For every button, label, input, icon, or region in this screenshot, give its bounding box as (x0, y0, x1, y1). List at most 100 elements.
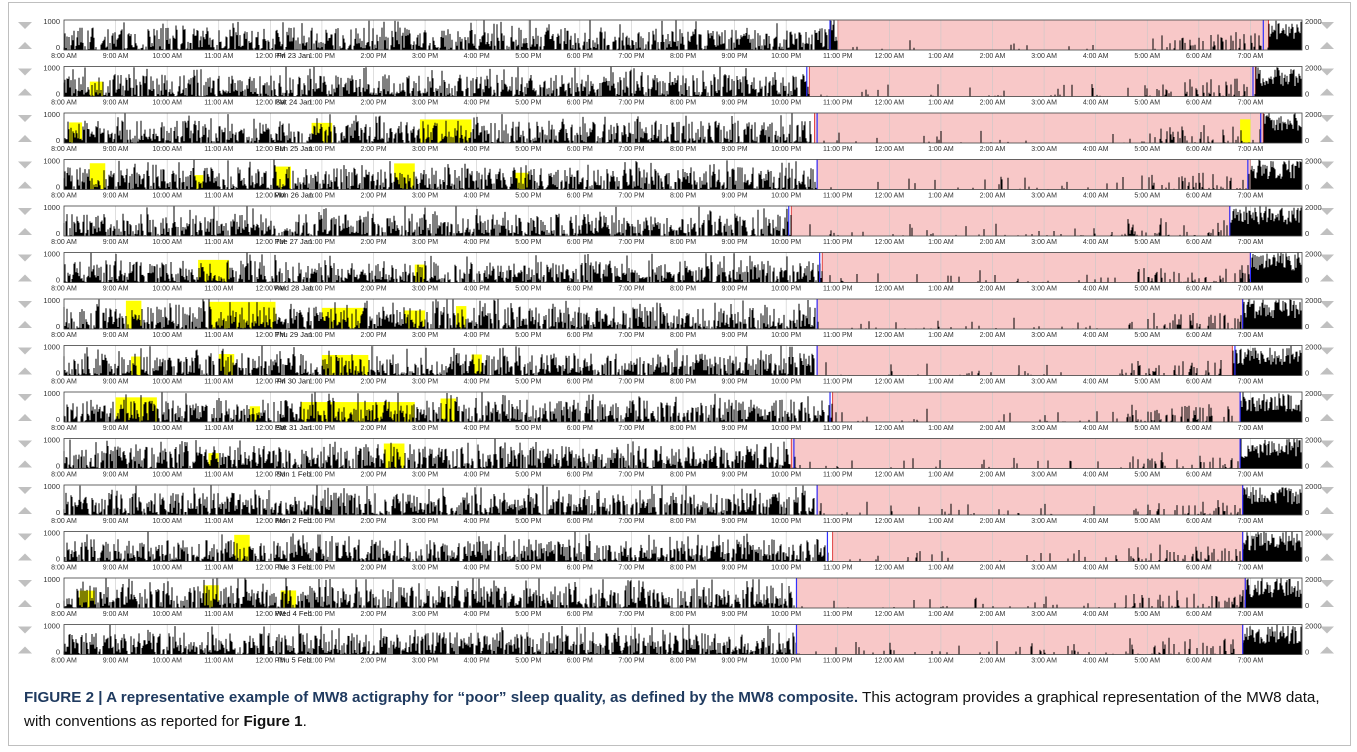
time-tick-label: 4:00 PM (464, 472, 490, 479)
time-tick-label: 9:00 AM (103, 193, 129, 200)
time-tick-label: 1:00 AM (928, 239, 954, 246)
time-tick-label: 11:00 AM (204, 100, 233, 107)
day-label: Mon 2 Feb (276, 516, 312, 525)
time-tick-label: 12:00 PM (255, 379, 285, 386)
time-tick-label: 6:00 PM (567, 100, 593, 107)
time-tick-label: 4:00 AM (1083, 286, 1109, 293)
time-tick-label: 12:00 PM (255, 100, 285, 107)
day-label: Mon 26 Jan (274, 191, 313, 200)
left-axis-tick-top: 1000 (43, 389, 60, 398)
right-axis-tick-bottom: 0 (1305, 369, 1309, 378)
left-axis-tick-top: 1000 (43, 343, 60, 352)
left-axis-tick-top: 1000 (43, 110, 60, 119)
day-label: Sat 31 Jan (276, 423, 312, 432)
time-tick-label: 3:00 AM (1031, 658, 1057, 665)
time-tick-label: 5:00 PM (515, 286, 541, 293)
time-tick-label: 1:00 PM (309, 472, 335, 479)
time-tick-label: 2:00 AM (980, 100, 1006, 107)
time-tick-label: 9:00 PM (722, 332, 748, 339)
day-label: Fri 30 Jan (277, 377, 310, 386)
time-tick-label: 5:00 AM (1134, 472, 1160, 479)
time-tick-label: 5:00 PM (515, 658, 541, 665)
scroll-up-arrow-right-icon (1320, 208, 1334, 215)
time-tick-label: 4:00 AM (1083, 379, 1109, 386)
time-tick-label: 5:00 PM (515, 611, 541, 618)
day-label: Tue 27 Jan (275, 237, 312, 246)
time-tick-label: 7:00 AM (1238, 379, 1264, 386)
time-tick-label: 1:00 PM (309, 332, 335, 339)
scroll-up-arrow-left-icon (18, 301, 32, 308)
time-tick-label: 8:00 PM (670, 193, 696, 200)
time-tick-label: 5:00 PM (515, 332, 541, 339)
time-tick-label: 10:00 AM (152, 332, 182, 339)
caption-figure-ref: Figure 1 (243, 713, 303, 730)
rest-interval-shade (796, 578, 1246, 608)
time-tick-label: 3:00 AM (1031, 425, 1057, 432)
time-tick-label: 3:00 AM (1031, 379, 1057, 386)
time-tick-label: 6:00 PM (567, 658, 593, 665)
time-tick-label: 8:00 AM (51, 518, 77, 525)
time-tick-label: 11:00 AM (204, 565, 233, 572)
scroll-up-arrow-left-icon (18, 487, 32, 494)
time-tick-label: 2:00 PM (360, 472, 386, 479)
scroll-down-arrow-right-icon (1320, 42, 1334, 49)
rest-interval-shade (791, 206, 1230, 236)
time-tick-label: 1:00 AM (928, 658, 954, 665)
right-axis-tick-bottom: 0 (1305, 555, 1309, 564)
time-tick-label: 8:00 AM (51, 193, 77, 200)
time-tick-label: 9:00 PM (722, 286, 748, 293)
rest-interval-shade (832, 531, 1243, 562)
scroll-down-arrow-left-icon (18, 181, 32, 189)
time-tick-label: 2:00 PM (360, 146, 386, 153)
time-tick-label: 1:00 PM (309, 611, 335, 618)
time-tick-label: 12:00 AM (875, 379, 905, 386)
time-tick-label: 9:00 PM (722, 193, 748, 200)
time-tick-label: 7:00 AM (1238, 239, 1264, 246)
time-tick-label: 9:00 AM (103, 472, 129, 479)
time-tick-label: 1:00 PM (309, 53, 335, 60)
day-panel-border (63, 484, 1303, 516)
time-tick-label: 11:00 PM (823, 658, 853, 665)
time-tick-label: 8:00 PM (670, 100, 696, 107)
light-exposure-area (192, 175, 204, 190)
day-panel-border (63, 298, 1303, 330)
time-tick-label: 10:00 PM (771, 193, 801, 200)
time-tick-label: 11:00 AM (204, 332, 233, 339)
time-tick-label: 2:00 AM (980, 611, 1006, 618)
time-tick-label: 2:00 AM (980, 286, 1006, 293)
rest-interval-shade (822, 252, 1251, 283)
time-tick-label: 12:00 AM (875, 658, 905, 665)
time-tick-label: 6:00 AM (1186, 658, 1212, 665)
scroll-up-arrow-right-icon (1320, 68, 1334, 76)
right-axis-tick-bottom: 0 (1305, 462, 1309, 471)
time-tick-label: 6:00 PM (567, 518, 593, 525)
time-tick-label: 8:00 PM (670, 332, 696, 339)
time-tick-label: 2:00 AM (980, 239, 1006, 246)
scroll-down-arrow-left-icon (18, 367, 32, 375)
left-axis-tick-bottom: 0 (56, 415, 60, 424)
day-panel-border (63, 19, 1303, 51)
scroll-up-arrow-right-icon (1320, 115, 1334, 122)
time-tick-label: 2:00 AM (980, 658, 1006, 665)
time-tick-label: 12:00 PM (255, 332, 285, 339)
time-tick-label: 1:00 PM (309, 518, 335, 525)
time-tick-label: 5:00 AM (1134, 611, 1160, 618)
scroll-down-arrow-left-icon (18, 135, 32, 142)
time-tick-label: 6:00 PM (567, 286, 593, 293)
day-panel-border (63, 577, 1303, 609)
time-tick-label: 4:00 PM (464, 193, 490, 200)
time-tick-label: 5:00 PM (515, 379, 541, 386)
scroll-down-arrow-left-icon (18, 646, 32, 654)
day-panel-border (63, 438, 1303, 469)
figure-frame (8, 2, 1351, 746)
scroll-up-arrow-right-icon (1320, 533, 1334, 541)
scroll-up-arrow-left-icon (18, 347, 32, 355)
time-tick-label: 7:00 PM (618, 239, 644, 246)
scroll-down-arrow-right-icon (1320, 135, 1334, 142)
time-tick-label: 3:00 PM (412, 332, 438, 339)
time-tick-label: 8:00 PM (670, 472, 696, 479)
right-axis-tick-bottom: 0 (1305, 183, 1309, 192)
scroll-down-arrow-right-icon (1320, 274, 1334, 282)
caption-text: This actogram provides a graphical repre… (24, 689, 1320, 730)
time-tick-label: 2:00 AM (980, 565, 1006, 572)
